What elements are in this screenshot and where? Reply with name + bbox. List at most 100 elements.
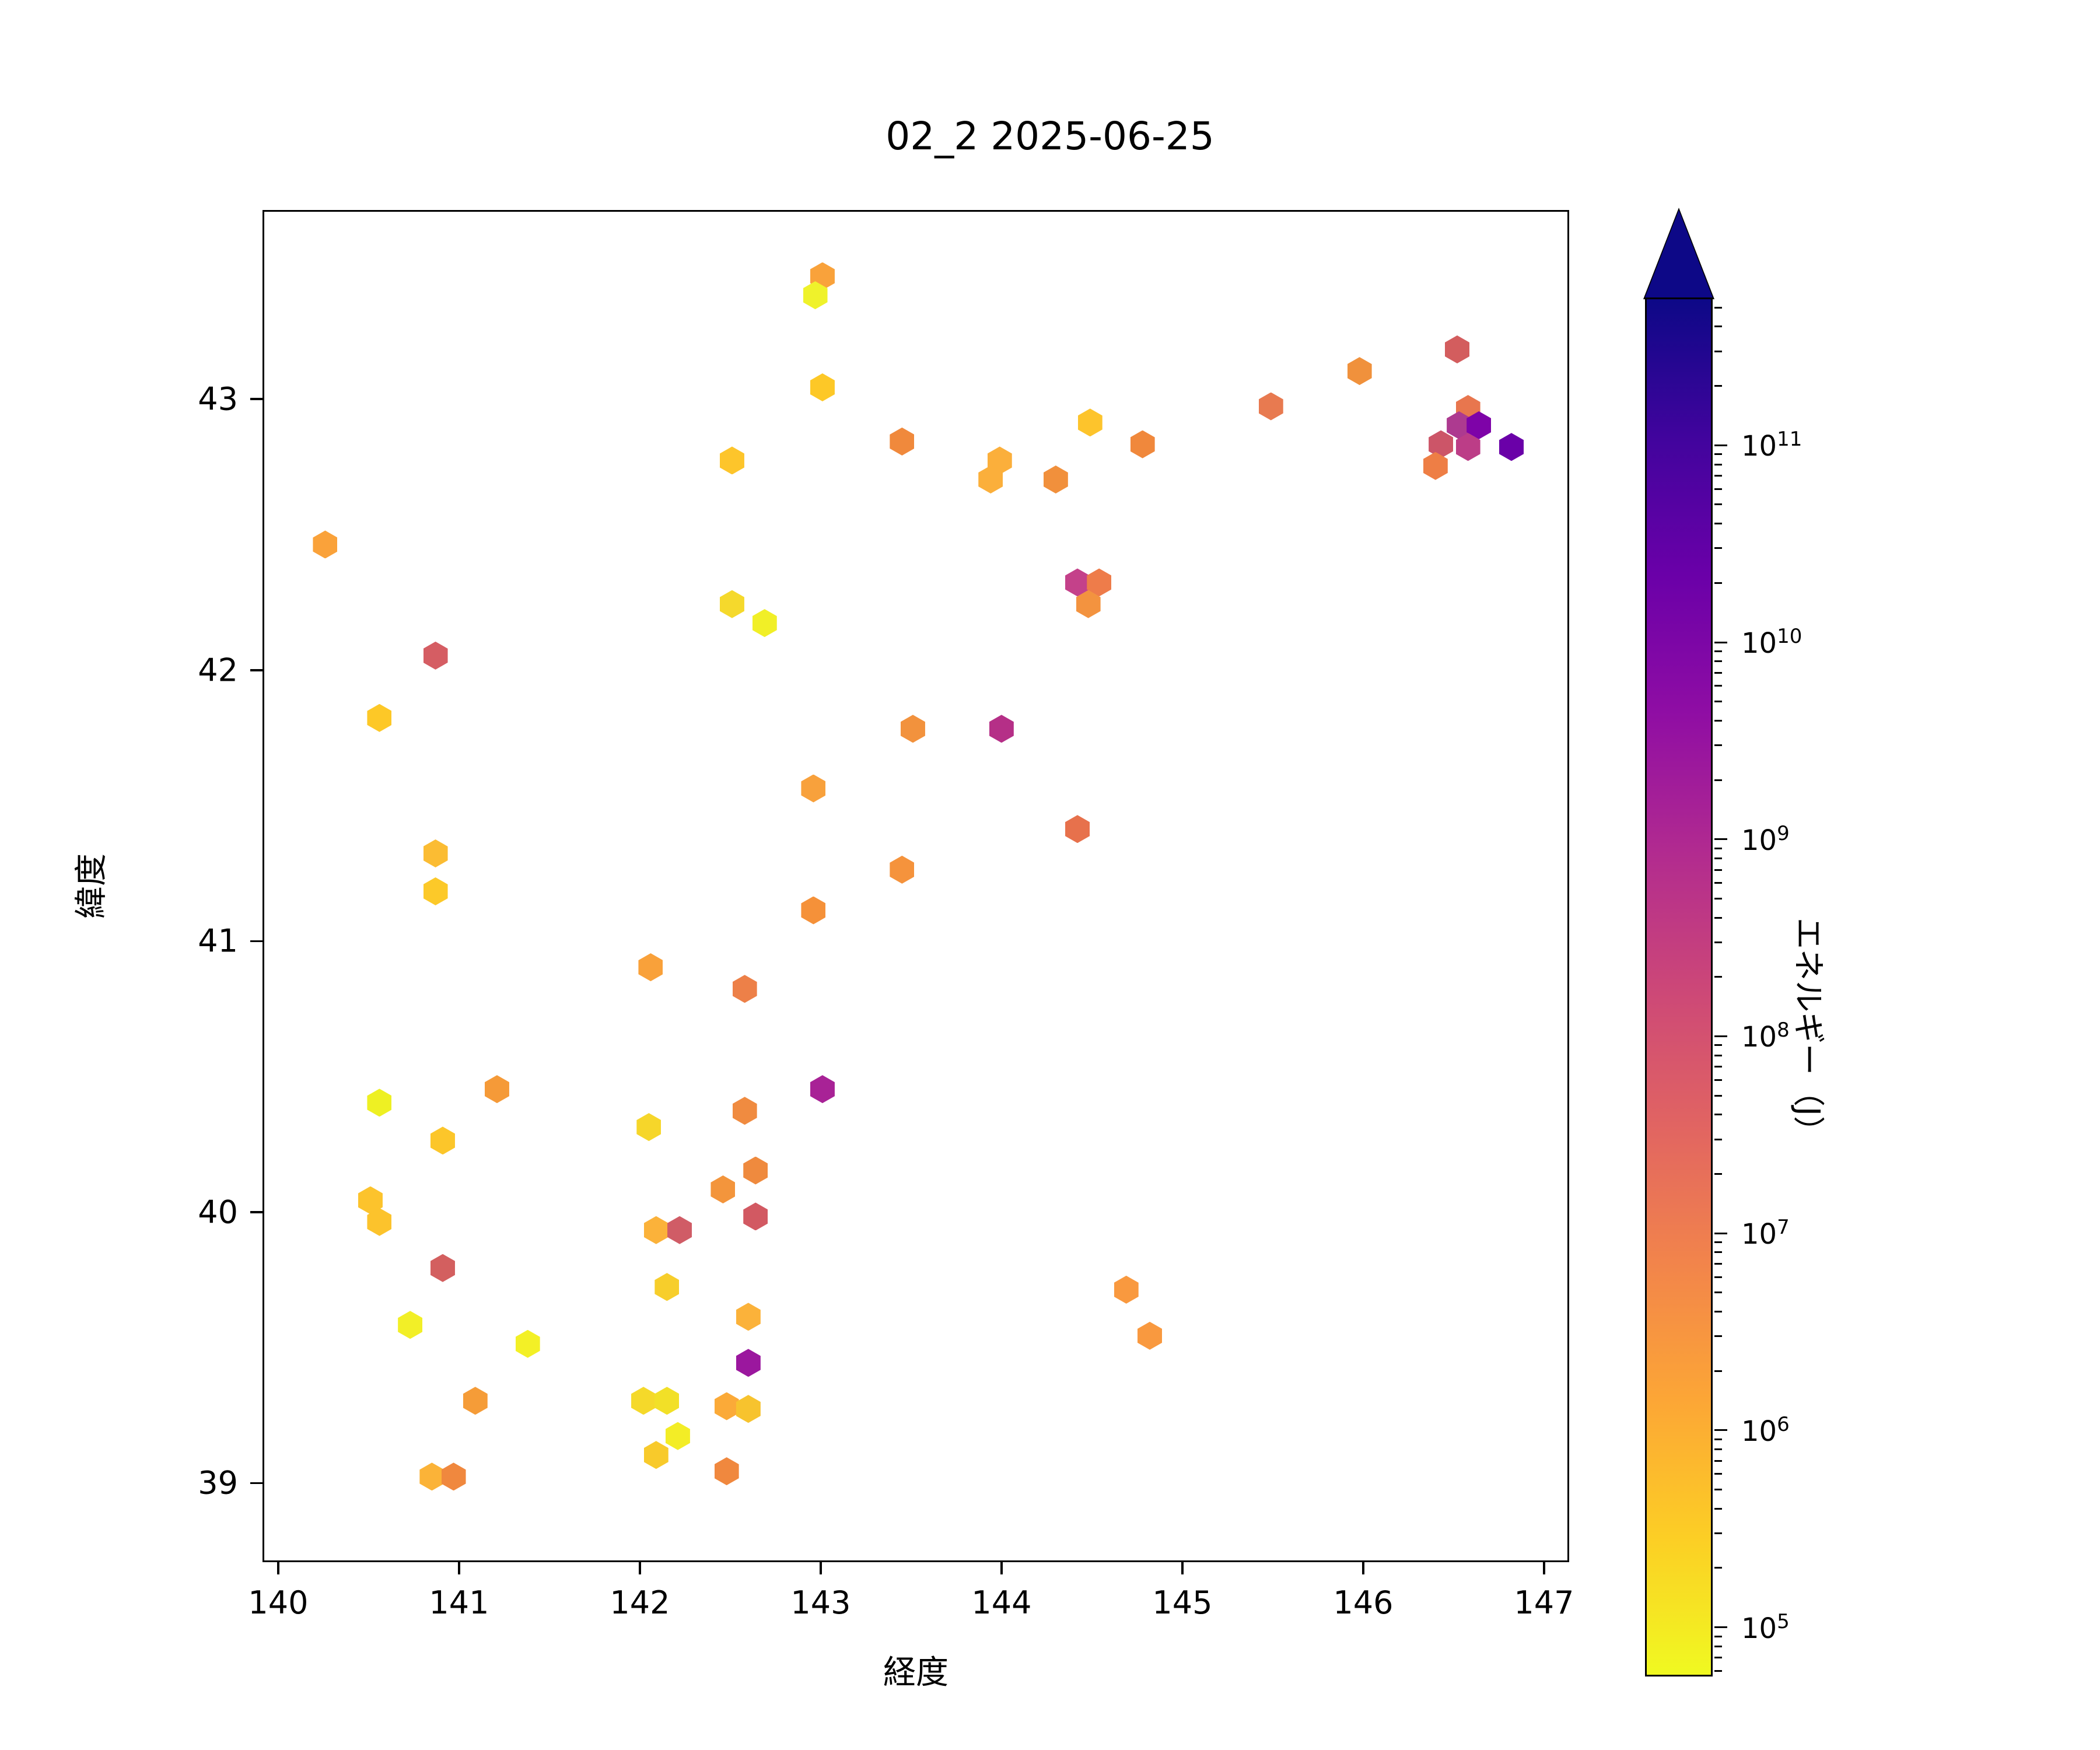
colorbar-minor-tick bbox=[1714, 547, 1722, 550]
x-tick-label: 144 bbox=[971, 1584, 1032, 1621]
x-tick-mark bbox=[1181, 1562, 1184, 1574]
data-point-hexagon bbox=[1455, 433, 1480, 461]
x-tick-mark bbox=[639, 1562, 641, 1574]
colorbar-minor-tick bbox=[1714, 1448, 1722, 1451]
colorbar-minor-tick bbox=[1714, 1657, 1722, 1659]
data-point-hexagon bbox=[463, 1387, 488, 1415]
x-tick-label: 140 bbox=[248, 1584, 309, 1621]
colorbar-label: エネルギー（J） bbox=[1790, 918, 1827, 1147]
colorbar-minor-tick bbox=[1714, 719, 1722, 722]
colorbar-minor-tick bbox=[1714, 976, 1722, 978]
colorbar-minor-tick bbox=[1714, 882, 1722, 884]
colorbar-minor-tick bbox=[1714, 744, 1722, 747]
colorbar-minor-tick bbox=[1714, 650, 1722, 652]
y-tick-label: 41 bbox=[198, 922, 238, 960]
x-tick-mark bbox=[1000, 1562, 1003, 1574]
colorbar-minor-tick bbox=[1714, 1251, 1722, 1254]
y-tick-mark bbox=[250, 1482, 262, 1485]
data-point-hexagon bbox=[1130, 430, 1155, 459]
colorbar-minor-tick bbox=[1714, 1138, 1722, 1140]
colorbar-major-tick bbox=[1714, 641, 1727, 643]
data-point-hexagon bbox=[810, 1075, 835, 1104]
data-point-hexagon bbox=[978, 465, 1003, 494]
data-point-hexagon bbox=[484, 1075, 509, 1104]
x-tick-mark bbox=[1543, 1562, 1545, 1574]
data-point-hexagon bbox=[810, 373, 835, 401]
colorbar-minor-tick bbox=[1714, 1438, 1722, 1440]
data-point-hexagon bbox=[1077, 408, 1102, 437]
colorbar-minor-tick bbox=[1714, 306, 1722, 309]
colorbar-major-tick bbox=[1714, 1626, 1727, 1629]
x-tick-mark bbox=[277, 1562, 279, 1574]
y-tick-mark bbox=[250, 940, 262, 943]
chart-title: 02_2 2025-06-25 bbox=[886, 114, 1214, 159]
data-point-hexagon bbox=[732, 975, 757, 1003]
colorbar-tick-label: 105 bbox=[1741, 1609, 1790, 1645]
colorbar-tick-label: 107 bbox=[1741, 1216, 1790, 1251]
data-point-hexagon bbox=[441, 1462, 466, 1491]
data-point-hexagon bbox=[367, 704, 392, 732]
colorbar-major-tick bbox=[1714, 444, 1727, 446]
y-tick-label: 42 bbox=[198, 652, 238, 689]
x-tick-mark bbox=[820, 1562, 822, 1574]
data-point-hexagon bbox=[313, 530, 338, 559]
data-point-hexagon bbox=[515, 1329, 540, 1358]
x-tick-label: 145 bbox=[1152, 1584, 1213, 1621]
data-point-hexagon bbox=[803, 281, 828, 310]
y-tick-label: 39 bbox=[198, 1464, 238, 1502]
colorbar-minor-tick bbox=[1714, 897, 1722, 900]
data-point-hexagon bbox=[714, 1457, 739, 1486]
colorbar-tick-label: 1010 bbox=[1741, 625, 1803, 660]
x-tick-label: 143 bbox=[790, 1584, 851, 1621]
colorbar-minor-tick bbox=[1714, 671, 1722, 674]
colorbar-major-tick bbox=[1714, 1035, 1727, 1037]
colorbar-minor-tick bbox=[1714, 475, 1722, 477]
x-tick-mark bbox=[1362, 1562, 1364, 1574]
data-point-hexagon bbox=[638, 953, 663, 982]
colorbar-tick-label: 108 bbox=[1741, 1019, 1790, 1054]
colorbar-minor-tick bbox=[1714, 916, 1722, 919]
colorbar-tick-label: 1011 bbox=[1741, 428, 1803, 463]
colorbar-extend-arrow bbox=[1645, 210, 1713, 298]
colorbar-minor-tick bbox=[1714, 1489, 1722, 1491]
colorbar-major-tick bbox=[1714, 838, 1727, 841]
data-point-hexagon bbox=[636, 1113, 662, 1142]
data-point-hexagon bbox=[1445, 335, 1469, 363]
colorbar-minor-tick bbox=[1714, 453, 1722, 456]
data-point-hexagon bbox=[423, 839, 448, 867]
data-point-hexagon bbox=[1499, 433, 1524, 461]
colorbar-minor-tick bbox=[1714, 1114, 1722, 1116]
colorbar-minor-tick bbox=[1714, 941, 1722, 943]
colorbar-minor-tick bbox=[1714, 1079, 1722, 1081]
y-tick-label: 40 bbox=[198, 1194, 238, 1231]
colorbar-minor-tick bbox=[1714, 488, 1722, 490]
data-point-hexagon bbox=[900, 715, 925, 743]
colorbar-minor-tick bbox=[1714, 779, 1722, 781]
data-point-hexagon bbox=[423, 877, 448, 906]
data-point-hexagon bbox=[1114, 1275, 1139, 1304]
colorbar-minor-tick bbox=[1714, 1645, 1722, 1647]
data-point-hexagon bbox=[1347, 357, 1372, 386]
colorbar-minor-tick bbox=[1714, 350, 1722, 352]
data-point-hexagon bbox=[419, 1462, 444, 1491]
colorbar-minor-tick bbox=[1714, 660, 1722, 663]
colorbar-major-tick bbox=[1714, 1232, 1727, 1234]
data-point-hexagon bbox=[736, 1349, 761, 1377]
y-tick-label: 43 bbox=[198, 380, 238, 418]
y-tick-mark bbox=[250, 1211, 262, 1213]
data-point-hexagon bbox=[752, 609, 777, 638]
colorbar-minor-tick bbox=[1714, 326, 1722, 328]
colorbar-minor-tick bbox=[1714, 503, 1722, 506]
data-point-hexagon bbox=[719, 590, 744, 618]
x-tick-label: 142 bbox=[610, 1584, 670, 1621]
data-point-hexagon bbox=[801, 774, 826, 803]
colorbar-minor-tick bbox=[1714, 1635, 1722, 1637]
colorbar-minor-tick bbox=[1714, 1670, 1722, 1672]
data-point-hexagon bbox=[1043, 465, 1068, 494]
data-point-hexagon bbox=[430, 1254, 455, 1282]
data-point-hexagon bbox=[989, 715, 1014, 743]
colorbar-minor-tick bbox=[1714, 685, 1722, 687]
y-axis-label: 緯度 bbox=[72, 853, 111, 919]
data-point-hexagon bbox=[430, 1126, 455, 1155]
